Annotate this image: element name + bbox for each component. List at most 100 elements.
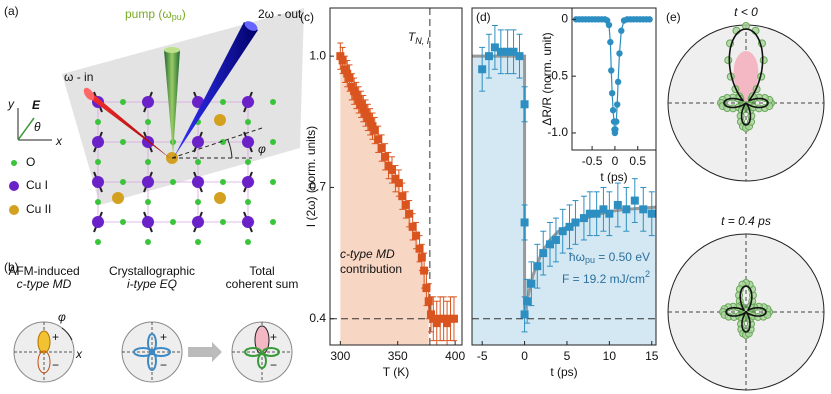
marker — [608, 90, 616, 97]
marker — [646, 16, 653, 23]
o-atom — [145, 199, 151, 205]
y-tick-label: 1.0 — [309, 48, 326, 62]
polar-point — [724, 56, 733, 65]
marker — [490, 43, 499, 52]
cu1-atom — [242, 96, 254, 108]
o-atom — [145, 159, 151, 165]
marker — [340, 65, 349, 74]
pump-cap — [164, 47, 180, 53]
label: E — [32, 98, 41, 112]
x-tick-label: 0 — [521, 349, 528, 363]
x-tick-label: -0.5 — [582, 154, 603, 168]
marker — [350, 87, 359, 96]
x-tick-label: 400 — [445, 349, 465, 363]
label: Total — [249, 264, 274, 278]
lobe — [262, 347, 280, 357]
marker — [520, 218, 529, 227]
marker — [520, 100, 529, 109]
legend-dot — [9, 205, 19, 215]
marker — [484, 52, 493, 61]
o-atom — [95, 159, 101, 165]
o-atom — [170, 179, 176, 185]
marker — [439, 314, 448, 323]
label: + — [52, 330, 59, 344]
annotation: contribution — [340, 262, 402, 276]
label: 2ω - out — [258, 7, 302, 21]
polar-fill — [733, 51, 759, 103]
area — [472, 56, 656, 346]
label: y — [7, 97, 15, 111]
panel-label: (b) — [4, 260, 19, 274]
o-atom — [270, 139, 276, 145]
panel-a — [62, 8, 304, 245]
in-beam — [86, 88, 171, 159]
marker — [571, 218, 580, 227]
plane — [62, 8, 304, 205]
polar-fit — [725, 285, 767, 333]
label: θ — [34, 120, 41, 134]
area — [340, 56, 429, 346]
panel-label: (c) — [300, 10, 314, 24]
plot-frame — [329, 7, 463, 346]
o-atom — [245, 159, 251, 165]
text-part: 2 — [645, 269, 650, 279]
x-tick-label: 15 — [645, 349, 659, 363]
cu1-atom — [92, 176, 104, 188]
o-atom — [195, 159, 201, 165]
o-atom — [145, 239, 151, 245]
panel-label: (e) — [666, 10, 681, 24]
marker — [614, 78, 622, 86]
marker — [449, 314, 458, 323]
text-part: ) — [182, 7, 186, 21]
marker — [343, 69, 352, 78]
text-part: pu — [585, 255, 595, 265]
marker — [356, 100, 365, 109]
label: c-type MD — [17, 277, 72, 291]
lobe — [37, 350, 51, 374]
text-part: pump (ω — [125, 7, 172, 21]
marker — [533, 262, 542, 271]
cu1-atom — [192, 216, 204, 228]
marker — [622, 205, 631, 214]
x-axis-label: t (ps) — [550, 365, 577, 379]
annotation: F = 19.2 mJ/cm2 — [562, 269, 650, 286]
marker — [391, 174, 400, 183]
out-beam — [174, 22, 258, 157]
label: coherent sum — [226, 277, 299, 291]
marker — [607, 38, 614, 46]
pump-beam — [164, 50, 180, 155]
polar-title: t = 0.4 ps — [721, 214, 771, 228]
marker — [370, 126, 379, 135]
marker — [565, 222, 574, 231]
marker — [443, 319, 452, 328]
marker — [527, 279, 536, 288]
marker — [558, 227, 567, 236]
marker — [412, 231, 421, 240]
o-atom — [270, 219, 276, 225]
text-part: = 0.50 eV — [595, 250, 650, 264]
marker — [613, 101, 621, 108]
marker — [394, 179, 403, 188]
cu1-atom — [142, 176, 154, 188]
marker — [551, 235, 560, 244]
cu1-atom — [92, 216, 104, 228]
label: x — [55, 134, 63, 148]
arrow — [188, 342, 222, 362]
y-axis-label: I (2ω) (norm. units) — [304, 126, 318, 227]
marker — [599, 205, 608, 214]
marker — [539, 249, 548, 258]
o-atom — [120, 99, 126, 105]
y-tick-label: 0 — [561, 12, 568, 26]
out-cap — [244, 21, 258, 31]
marker — [415, 244, 424, 253]
marker — [424, 297, 433, 306]
marker — [374, 135, 383, 144]
x-tick-label: 10 — [603, 349, 617, 363]
marker — [520, 310, 529, 319]
polar-fit — [723, 28, 769, 126]
x-tick-label: 0.5 — [629, 154, 646, 168]
panel-label: (a) — [4, 4, 19, 18]
x-axis-label: t (ps) — [600, 170, 627, 184]
in-cap — [83, 87, 95, 101]
o-atom — [120, 179, 126, 185]
